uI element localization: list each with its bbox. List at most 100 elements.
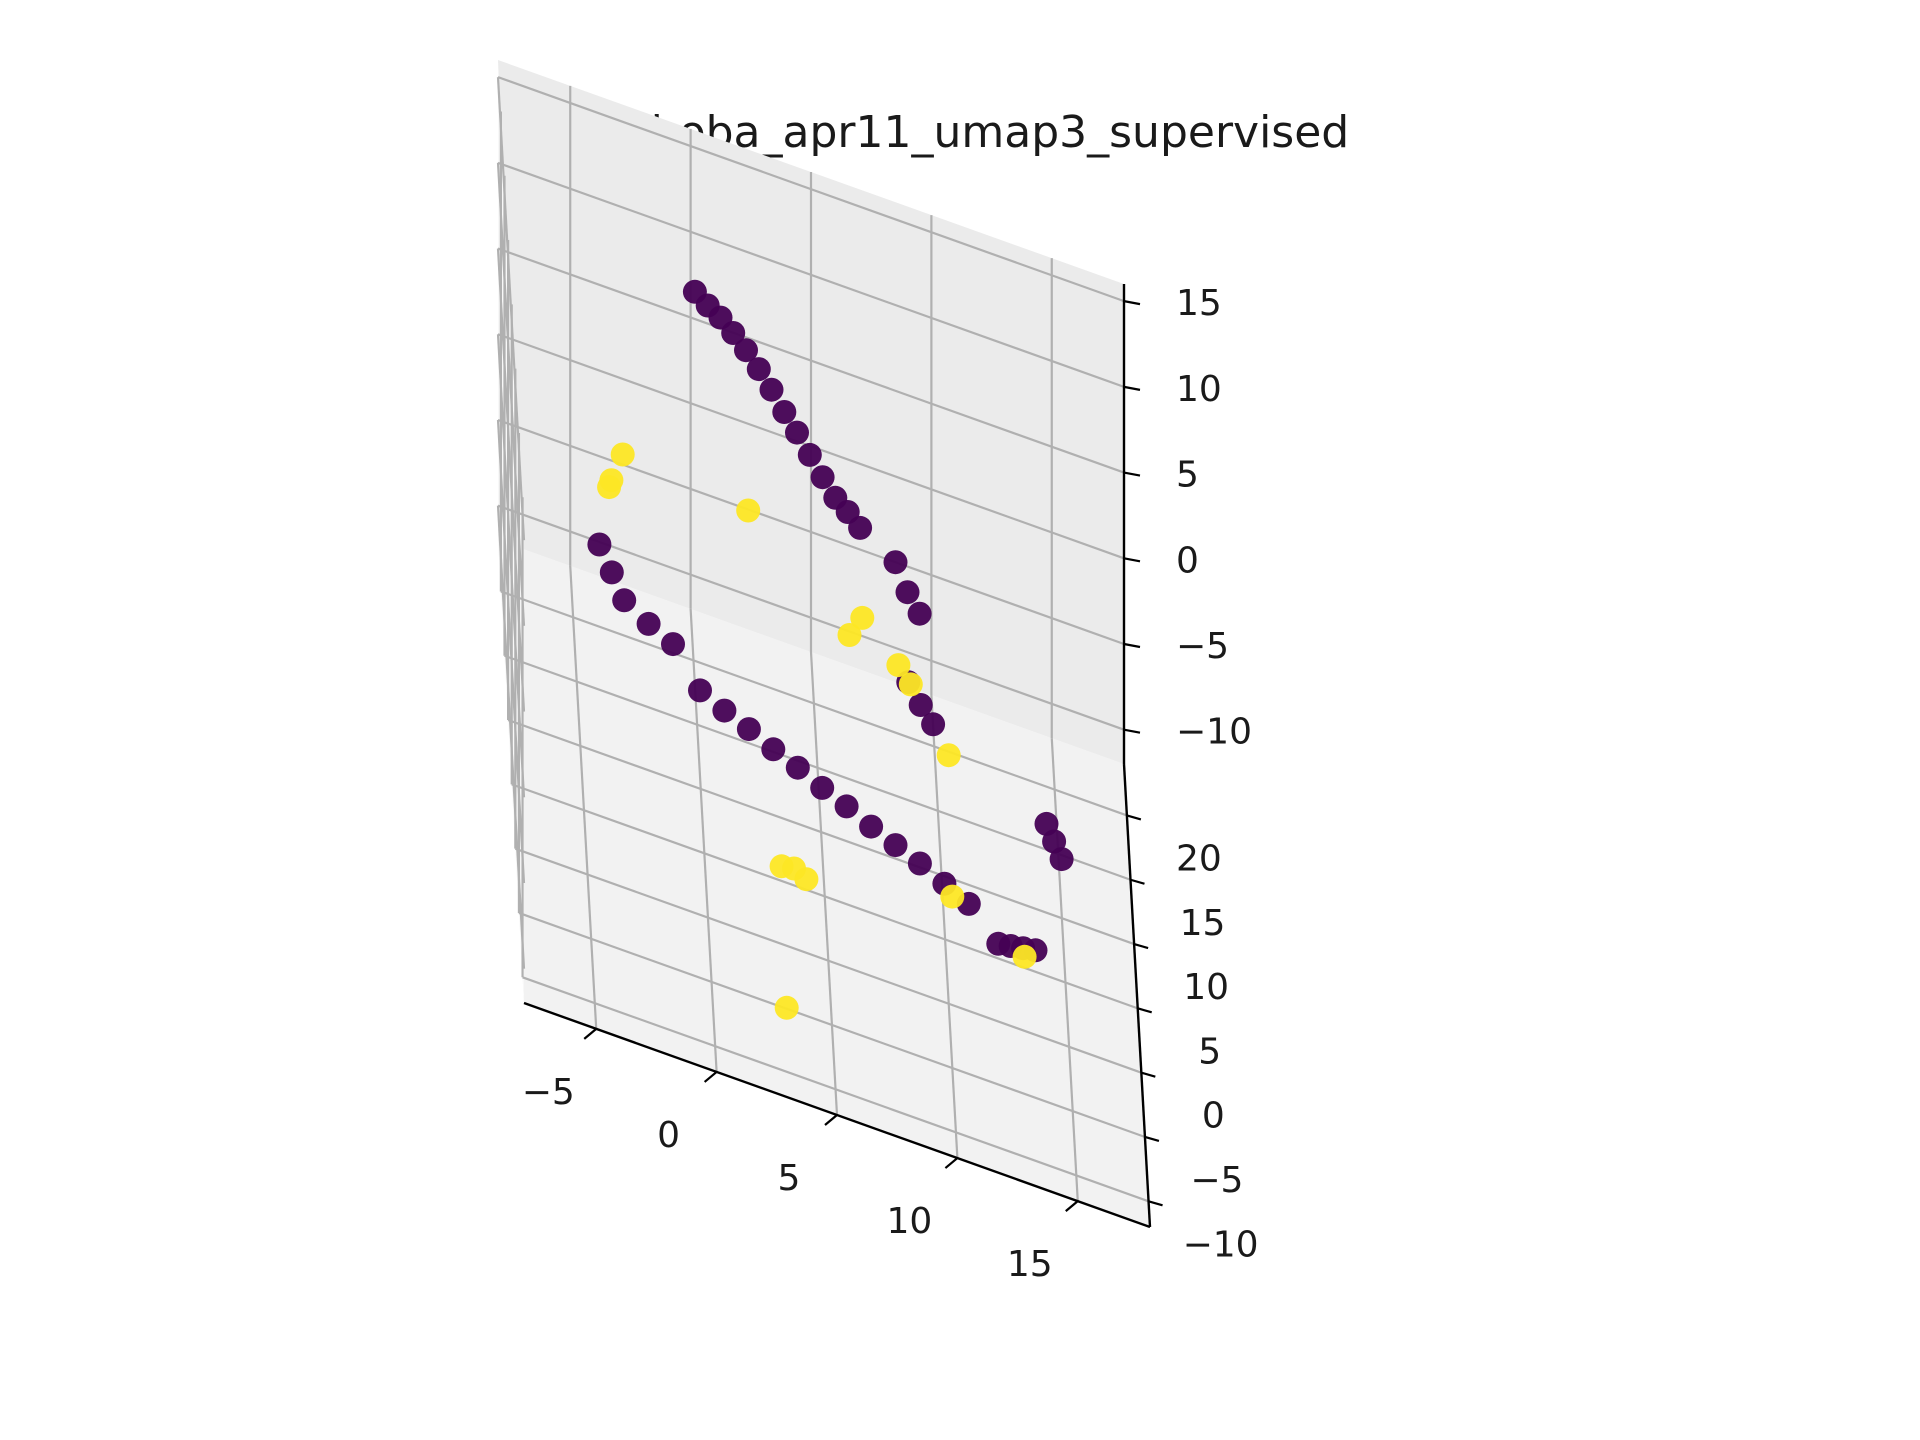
x-grid-floor (809, 651, 839, 1116)
y-tick-label: 0 (1202, 1096, 1225, 1137)
data-points (587, 279, 1074, 1020)
y-tick (1144, 1135, 1160, 1143)
data-point-series-0 (636, 611, 661, 636)
z-tick (1123, 385, 1141, 391)
z-grid-side (496, 77, 526, 541)
data-point-series-0 (587, 532, 612, 557)
y-grid-floor (522, 976, 1149, 1203)
data-point-series-0 (599, 560, 624, 585)
data-point-series-0 (761, 737, 786, 762)
x-tick (1065, 1200, 1079, 1212)
z-tick-label: 5 (1176, 455, 1199, 496)
z-grid-back (497, 76, 1125, 303)
data-point-series-0 (736, 717, 761, 742)
data-point-series-1 (736, 498, 761, 523)
data-point-series-1 (940, 884, 965, 909)
data-point-series-0 (907, 601, 932, 626)
data-point-series-1 (597, 475, 622, 500)
data-point-series-0 (785, 755, 810, 780)
z-grid-back (497, 418, 1125, 646)
tick-labels: −5 0 5 10 15 −10 −5 0 5 10 15 20 −10 −5 0 5 10 15 (522, 283, 1259, 1285)
z-grid-back (497, 247, 1125, 474)
data-point-series-0 (883, 833, 908, 858)
z-tick-label: −5 (1176, 626, 1229, 667)
z-tick-label: −10 (1176, 712, 1252, 753)
data-point-series-0 (721, 321, 746, 345)
data-point-series-0 (661, 632, 685, 657)
z-grid-side (496, 162, 526, 626)
y-tick (1133, 942, 1149, 950)
data-point-series-0 (908, 693, 933, 717)
z-tick (1123, 300, 1141, 306)
data-point-series-0 (907, 851, 932, 876)
data-point-series-0 (834, 794, 859, 819)
y-tick-label: −10 (1183, 1224, 1259, 1265)
x-tick (824, 1114, 838, 1126)
x-grid-floor (1050, 738, 1079, 1202)
grid-lines (496, 76, 1149, 1203)
data-point-series-0 (772, 400, 797, 424)
chart-title: boba_apr11_umap3_supervised (651, 107, 1349, 158)
data-point-series-0 (612, 588, 637, 613)
x-tick-label: 5 (778, 1158, 801, 1199)
z-grid-side (496, 334, 526, 798)
z-tick-label: 10 (1176, 369, 1222, 410)
z-tick (1123, 642, 1141, 649)
y-tick (1137, 1007, 1153, 1014)
y-tick (1126, 814, 1142, 821)
data-point-series-1 (936, 743, 961, 768)
z-tick-label: 0 (1176, 540, 1199, 581)
data-point-series-0 (859, 814, 884, 839)
data-point-series-0 (712, 698, 737, 723)
data-point-series-1 (774, 995, 799, 1020)
data-point-series-0 (921, 712, 946, 737)
y-tick-label: 20 (1176, 838, 1222, 879)
y-grid-floor (514, 847, 1142, 1074)
data-point-series-0 (848, 515, 873, 540)
x-tick (944, 1157, 959, 1169)
data-point-series-1 (837, 623, 862, 647)
data-point-series-0 (883, 550, 908, 575)
x-tick-label: 10 (886, 1201, 932, 1242)
data-point-series-0 (785, 420, 809, 445)
z-tick-label: 15 (1176, 283, 1222, 324)
x-grid-floor (930, 695, 959, 1159)
data-point-series-0 (895, 580, 920, 605)
y-tick-label: −5 (1190, 1160, 1243, 1201)
y-grid-floor (511, 783, 1139, 1010)
data-point-series-1 (794, 867, 819, 892)
z-tick (1123, 471, 1141, 477)
x-tick-label: −5 (522, 1072, 575, 1113)
x-tick (703, 1071, 718, 1083)
y-grid-floor (504, 654, 1131, 881)
z-tick (1123, 557, 1141, 563)
data-point-series-1 (1012, 944, 1037, 969)
data-point-series-0 (746, 357, 771, 382)
y-grid-floor (500, 590, 1128, 817)
x-tick-label: 0 (657, 1115, 680, 1156)
data-point-series-0 (734, 338, 758, 363)
data-point-series-0 (810, 465, 835, 490)
y-tick (1130, 878, 1145, 885)
y-axis-line (1122, 763, 1152, 1228)
data-point-series-1 (610, 442, 635, 467)
x-grid-floor (569, 565, 598, 1029)
z-tick (1123, 728, 1141, 734)
y-tick-label: 5 (1198, 1031, 1221, 1072)
y-grid-floor (507, 719, 1135, 946)
y-grid-floor (518, 911, 1146, 1139)
data-point-series-1 (886, 653, 911, 678)
y-tick-label: 15 (1180, 903, 1226, 944)
y-tick (1141, 1071, 1156, 1078)
z-grid-back (497, 161, 1125, 388)
axis-lines (523, 284, 1163, 1229)
z-grid-side (496, 505, 526, 969)
data-point-series-0 (688, 678, 712, 703)
data-point-series-0 (810, 775, 835, 800)
x-tick-label: 15 (1007, 1244, 1053, 1285)
z-grid-side (496, 419, 526, 884)
data-point-series-0 (759, 377, 784, 402)
z-grid-side (496, 248, 526, 712)
data-point-series-1 (850, 605, 875, 630)
